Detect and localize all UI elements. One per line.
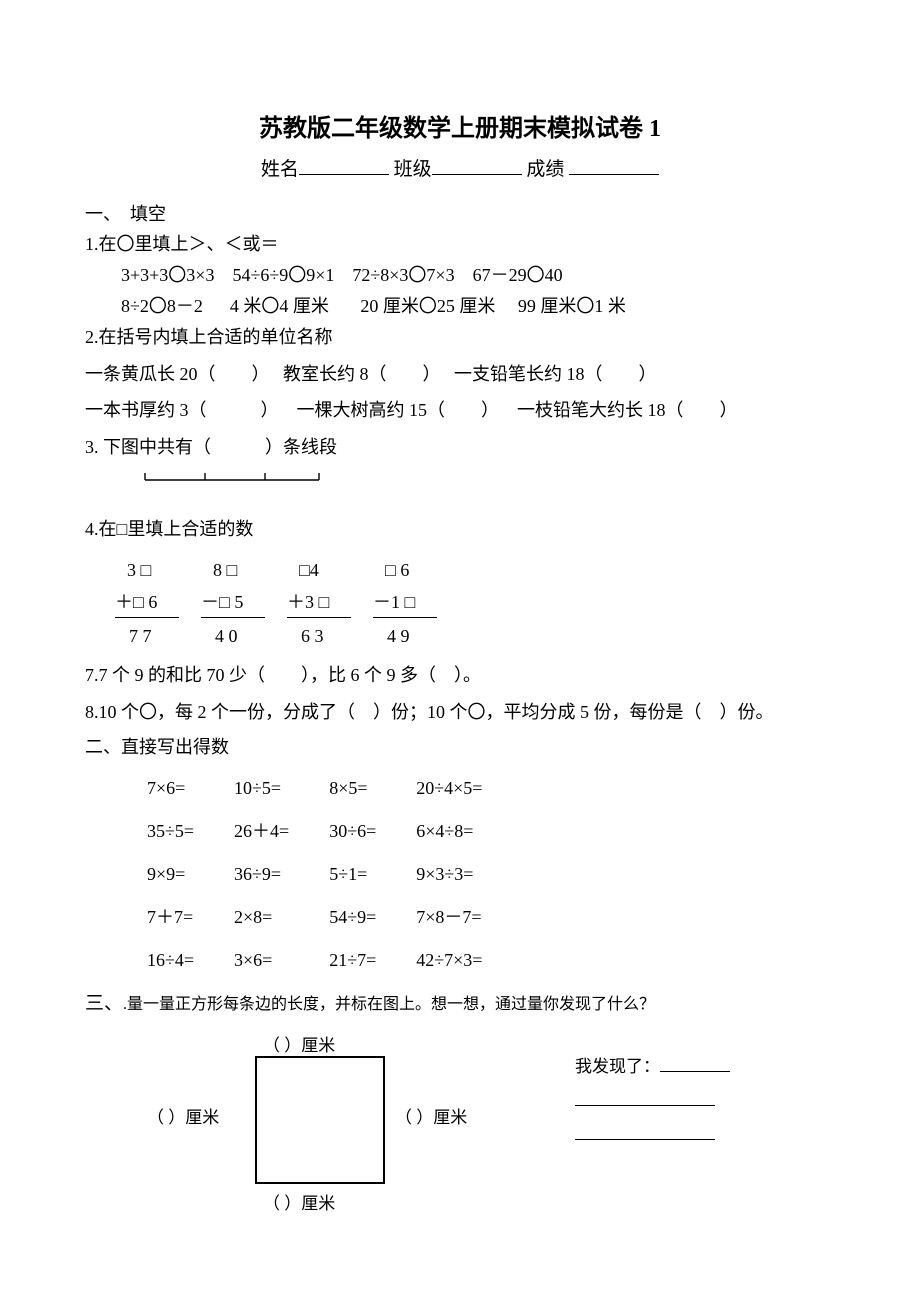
calc-row: 7×6=10÷5=8×5=20÷4×5= bbox=[147, 767, 522, 810]
q4-c4-top: □ 6 bbox=[373, 554, 459, 587]
square-right-label: （ ）厘米 bbox=[395, 1104, 467, 1131]
calc-cell: 3×6= bbox=[234, 939, 329, 982]
discover-label: 我发现了： bbox=[575, 1057, 660, 1076]
square-bottom-label: （ ）厘米 bbox=[263, 1190, 335, 1217]
calc-cell: 9×3÷3= bbox=[416, 853, 522, 896]
q1-r2-c1: 8÷2〇8－2 bbox=[121, 296, 203, 316]
square-measure-section: （ ）厘米 （ ）厘米 （ ）厘米 （ ）厘米 我发现了： bbox=[85, 1032, 835, 1212]
q1-r1-c2: 54÷6÷9〇9×1 bbox=[232, 265, 334, 285]
q2-r2-c2: 一棵大树高约 15（ ） bbox=[297, 400, 500, 420]
calc-cell: 5÷1= bbox=[329, 853, 416, 896]
q3-text: 3. 下图中共有（ ）条线段 bbox=[85, 433, 835, 462]
discover-block: 我发现了： bbox=[575, 1050, 730, 1152]
q4-c4-mid: －1 □ bbox=[373, 586, 459, 620]
score-blank[interactable] bbox=[569, 154, 659, 175]
calc-cell: 7×8－7= bbox=[416, 896, 522, 939]
q4-c1-bot: 7 7 bbox=[115, 620, 201, 653]
q4-c4-bot: 4 9 bbox=[373, 620, 459, 653]
section-3-heading: 三、.量一量正方形每条边的长度，并标在图上。想一想，通过量你发现了什么？ bbox=[85, 989, 835, 1019]
q4-c3-mid: ＋3 □ bbox=[287, 586, 373, 620]
calc-cell: 8×5= bbox=[329, 767, 416, 810]
q4-c3-mid-text: ＋3 □ bbox=[287, 588, 351, 618]
q1-r2-c4: 99 厘米〇1 米 bbox=[518, 296, 626, 316]
sec3-prefix: 三、 bbox=[85, 993, 123, 1014]
q2-r1-c3: 一支铅笔长约 18（ ） bbox=[454, 364, 657, 384]
q4-mid-row: ＋□ 6 －□ 5 ＋3 □ －1 □ bbox=[115, 586, 459, 620]
q4-c1-top: 3 □ bbox=[115, 554, 201, 587]
line-segment-svg bbox=[139, 472, 325, 490]
q1-row2: 8÷2〇8－2 4 米〇4 厘米 20 厘米〇25 厘米 99 厘米〇1 米 bbox=[85, 292, 835, 321]
square-box bbox=[255, 1056, 385, 1184]
calc-cell: 2×8= bbox=[234, 896, 329, 939]
calc-cell: 36÷9= bbox=[234, 853, 329, 896]
q1-r2-c2: 4 米〇4 厘米 bbox=[230, 296, 329, 316]
calc-cell: 9×9= bbox=[147, 853, 234, 896]
q4-c1-mid: ＋□ 6 bbox=[115, 586, 201, 620]
q1-r1-c4: 67－29〇40 bbox=[473, 265, 563, 285]
calc-cell: 7×6= bbox=[147, 767, 234, 810]
calc-row: 9×9=36÷9=5÷1=9×3÷3= bbox=[147, 853, 522, 896]
q1-r1-c1: 3+3+3〇3×3 bbox=[121, 265, 214, 285]
q2-r2-c1: 一本书厚约 3（ ） bbox=[85, 400, 279, 420]
q2-r2-c3: 一枝铅笔大约长 18（ ） bbox=[517, 400, 738, 420]
calc-cell: 35÷5= bbox=[147, 810, 234, 853]
calc-cell: 7＋7= bbox=[147, 896, 234, 939]
calc-row: 7＋7=2×8=54÷9=7×8－7= bbox=[147, 896, 522, 939]
calc-cell: 21÷7= bbox=[329, 939, 416, 982]
calc-cell: 10÷5= bbox=[234, 767, 329, 810]
class-label: 班级 bbox=[394, 159, 432, 180]
q4-c3-top: □4 bbox=[287, 554, 373, 587]
q1-r1-c3: 72÷8×3〇7×3 bbox=[352, 265, 454, 285]
q4-c2-bot: 4 0 bbox=[201, 620, 287, 653]
square-left-label: （ ）厘米 bbox=[147, 1104, 219, 1131]
q1-r2-c3: 20 厘米〇25 厘米 bbox=[360, 296, 495, 316]
student-info-line: 姓名 班级 成绩 bbox=[85, 154, 835, 185]
q4-c2-top: 8 □ bbox=[201, 554, 287, 587]
q4-bot-row: 7 7 4 0 6 3 4 9 bbox=[115, 620, 459, 653]
calc-cell: 30÷6= bbox=[329, 810, 416, 853]
sec3-rest: .量一量正方形每条边的长度，并标在图上。想一想，通过量你发现了什么？ bbox=[123, 996, 655, 1013]
discover-blank-3[interactable] bbox=[575, 1123, 715, 1140]
calc-cell: 20÷4×5= bbox=[416, 767, 522, 810]
q4-intro: 4.在□里填上合适的数 bbox=[85, 515, 835, 544]
section-1-heading: 一、 填空 bbox=[85, 200, 835, 229]
q2-r1-c1: 一条黄瓜长 20（ ） bbox=[85, 364, 270, 384]
calc-table: 7×6=10÷5=8×5=20÷4×5=35÷5=26＋4=30÷6=6×4÷8… bbox=[147, 767, 522, 981]
calc-cell: 54÷9= bbox=[329, 896, 416, 939]
q8-text: 8.10 个〇，每 2 个一份，分成了（ ）份；10 个〇，平均分成 5 份，每… bbox=[85, 698, 835, 727]
calc-cell: 42÷7×3= bbox=[416, 939, 522, 982]
calc-cell: 16÷4= bbox=[147, 939, 234, 982]
q4-top-row: 3 □ 8 □ □4 □ 6 bbox=[115, 554, 459, 587]
score-label: 成绩 bbox=[526, 159, 564, 180]
class-blank[interactable] bbox=[432, 154, 522, 175]
name-blank[interactable] bbox=[299, 154, 389, 175]
q4-c3-bot: 6 3 bbox=[287, 620, 373, 653]
section-2-heading: 二、直接写出得数 bbox=[85, 733, 835, 762]
calc-row: 16÷4=3×6=21÷7=42÷7×3= bbox=[147, 939, 522, 982]
q2-r1-c2: 教室长约 8（ ） bbox=[283, 364, 441, 384]
q4-c2-mid: －□ 5 bbox=[201, 586, 287, 620]
q4-c1-mid-text: ＋□ 6 bbox=[115, 588, 179, 618]
exam-title: 苏教版二年级数学上册期末模拟试卷 1 bbox=[85, 110, 835, 148]
q4-arith-table: 3 □ 8 □ □4 □ 6 ＋□ 6 －□ 5 ＋3 □ －1 □ 7 7 4… bbox=[115, 554, 459, 653]
q2-intro: 2.在括号内填上合适的单位名称 bbox=[85, 323, 835, 352]
q2-row1: 一条黄瓜长 20（ ） 教室长约 8（ ） 一支铅笔长约 18（ ） bbox=[85, 360, 835, 389]
discover-blank-2[interactable] bbox=[575, 1089, 715, 1106]
q2-row2: 一本书厚约 3（ ） 一棵大树高约 15（ ） 一枝铅笔大约长 18（ ） bbox=[85, 396, 835, 425]
q4-c2-mid-text: －□ 5 bbox=[201, 588, 265, 618]
name-label: 姓名 bbox=[261, 159, 299, 180]
calc-row: 35÷5=26＋4=30÷6=6×4÷8= bbox=[147, 810, 522, 853]
q7-text: 7.7 个 9 的和比 70 少（ ），比 6 个 9 多（ ）。 bbox=[85, 661, 835, 690]
q4-c4-mid-text: －1 □ bbox=[373, 588, 437, 618]
q1-row1: 3+3+3〇3×3 54÷6÷9〇9×1 72÷8×3〇7×3 67－29〇40 bbox=[85, 261, 835, 290]
calc-cell: 6×4÷8= bbox=[416, 810, 522, 853]
q1-intro: 1.在〇里填上＞、＜或＝ bbox=[85, 230, 835, 259]
discover-blank-1[interactable] bbox=[660, 1055, 730, 1072]
calc-cell: 26＋4= bbox=[234, 810, 329, 853]
line-segment-diagram bbox=[139, 470, 325, 499]
